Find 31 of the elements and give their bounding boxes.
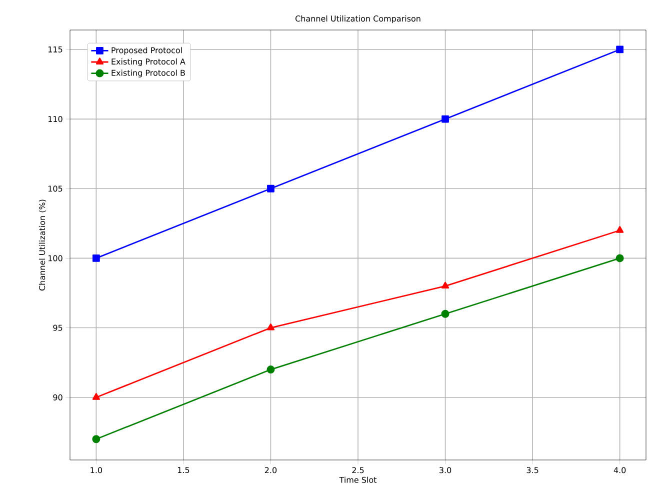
x-tick-label: 1.5 [178, 467, 190, 474]
x-axis-title: Time Slot [339, 476, 377, 483]
y-tick-label: 110 [48, 116, 62, 122]
chart-title: Channel Utilization Comparison [296, 15, 420, 24]
legend-label: Existing Protocol B [112, 70, 185, 78]
x-tick-label: 2.5 [352, 467, 364, 474]
point [441, 310, 450, 318]
point [266, 366, 275, 374]
point [267, 184, 274, 192]
point [92, 435, 100, 444]
x-tick-label: 3.0 [440, 467, 452, 474]
point [441, 282, 450, 289]
y-tick-label: 90 [53, 394, 62, 400]
legend-label: Proposed Protocol [112, 47, 182, 55]
y-tick-label: 100 [48, 255, 62, 262]
x-tick-label: 4.0 [614, 467, 626, 474]
point [616, 226, 624, 233]
point [92, 393, 100, 400]
y-tick-label: 95 [53, 324, 62, 331]
point [442, 115, 449, 123]
x-tick-label: 2.0 [264, 467, 277, 474]
point [616, 254, 624, 262]
y-axis-title: Channel Utilization (%) [38, 200, 46, 290]
point [266, 323, 275, 330]
y-tick-label: 115 [48, 46, 62, 52]
y-tick-label: 105 [48, 186, 62, 192]
point [92, 254, 100, 262]
x-tick-label: 3.5 [526, 467, 538, 474]
point [616, 46, 624, 54]
legend-label: Existing Protocol A [112, 58, 186, 66]
x-tick-label: 1.0 [90, 467, 102, 474]
